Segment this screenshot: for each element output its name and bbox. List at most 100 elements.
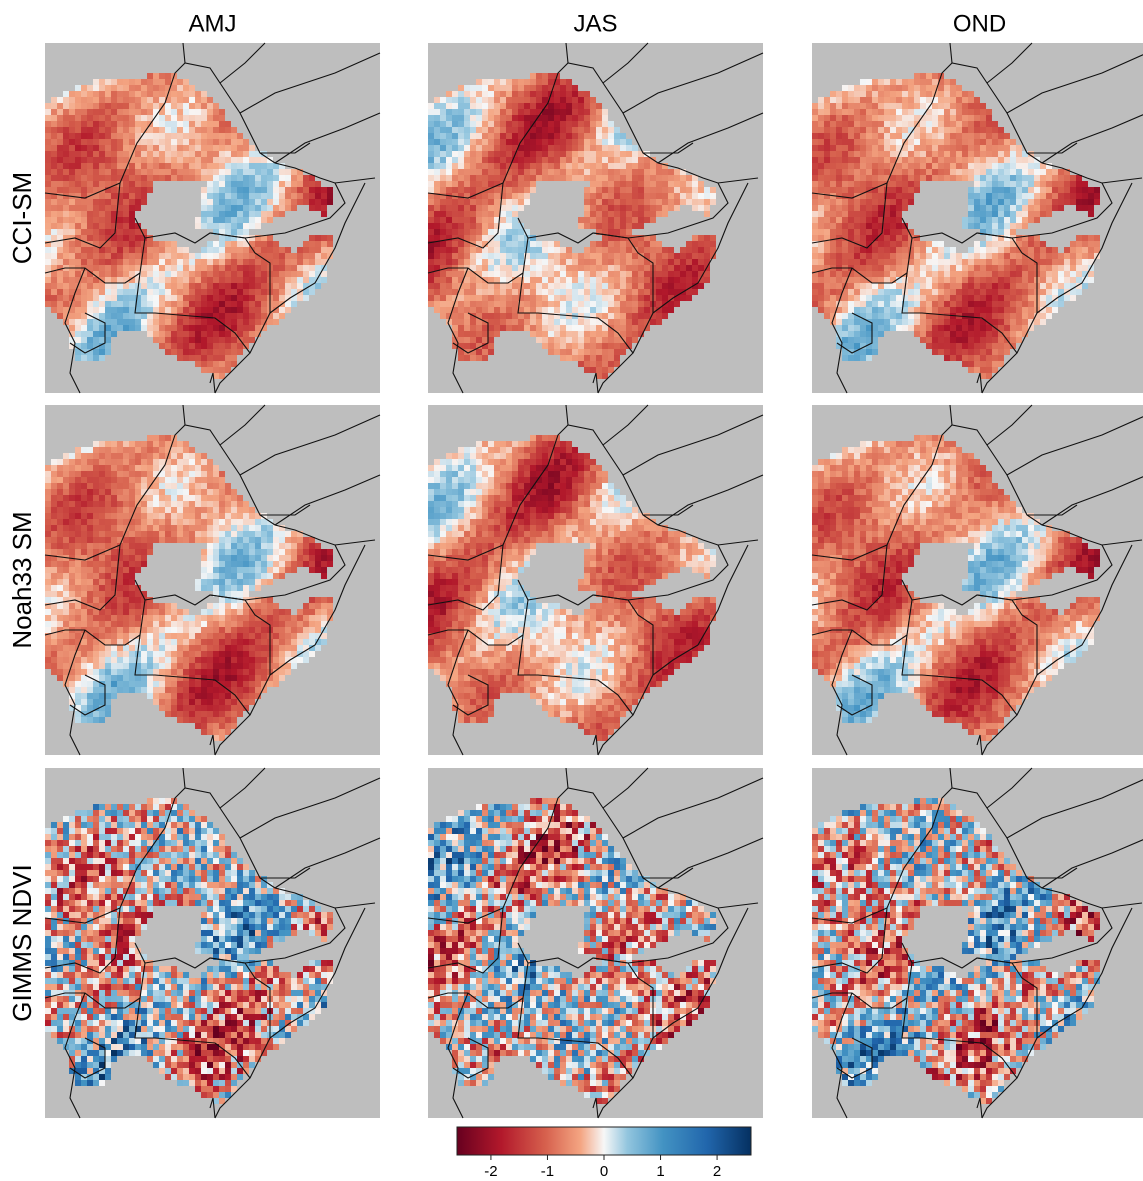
map-cell [632,295,638,301]
map-cell [560,85,566,91]
map-cell [261,163,267,169]
map-cell [986,235,992,241]
map-cell [482,301,488,307]
map-cell [153,79,159,85]
map-cell [542,259,548,265]
map-cell [99,253,105,259]
map-cell [986,361,992,367]
map-cell [524,151,530,157]
map-cell [500,163,506,169]
map-cell [147,115,153,121]
map-cell [99,139,105,145]
map-cell [818,175,824,181]
map-cell [231,187,237,193]
map-cell [932,127,938,133]
map-cell [968,253,974,259]
map-cell [189,139,195,145]
map-cell [884,211,890,217]
map-cell [1064,193,1070,199]
map-cell [57,169,63,175]
map-cell [1010,157,1016,163]
map-cell [506,109,512,115]
map-cell [890,199,896,205]
map-cell [1064,259,1070,265]
map-cell [614,319,620,325]
map-cell [111,277,117,283]
map-cell [698,193,704,199]
map-cell [195,103,201,109]
map-cell [177,145,183,151]
map-cell [710,241,716,247]
map-cell [548,277,554,283]
map-cell [243,247,249,253]
map-cell [117,115,123,121]
map-cell [872,181,878,187]
map-cell [920,307,926,313]
map-cell [938,337,944,343]
map-cell [620,139,626,145]
map-cell [536,277,542,283]
map-cell [279,175,285,181]
map-cell [93,325,99,331]
map-cell [974,103,980,109]
map-cell [177,447,183,453]
map-cell [488,307,494,313]
map-cell [590,103,596,109]
map-cell [177,307,183,313]
map-cell [704,277,710,283]
map-cell [488,85,494,91]
map-cell [117,441,123,447]
map-cell [848,163,854,169]
map-cell [602,181,608,187]
map-cell [860,307,866,313]
map-cell [470,97,476,103]
map-cell [440,217,446,223]
map-cell [303,193,309,199]
map-cell [111,79,117,85]
map-cell [75,307,81,313]
map-cell [854,187,860,193]
map-cell [1022,169,1028,175]
map-cell [986,253,992,259]
map-cell [542,247,548,253]
map-cell [848,355,854,361]
map-cell [141,313,147,319]
map-cell [866,337,872,343]
map-cell [129,163,135,169]
map-cell [878,127,884,133]
map-cell [584,355,590,361]
map-cell [255,187,261,193]
map-cell [476,235,482,241]
map-cell [590,121,596,127]
map-cell [524,307,530,313]
map-cell [171,331,177,337]
map-cell [980,361,986,367]
map-cell [890,271,896,277]
map-cell [111,447,117,453]
map-cell [812,145,818,151]
map-cell [674,193,680,199]
map-cell [926,319,932,325]
map-cell [962,175,968,181]
map-cell [470,229,476,235]
map-cell [488,217,494,223]
map-cell [608,277,614,283]
map-cell [884,103,890,109]
map-cell [674,283,680,289]
map-cell [860,229,866,235]
map-cell [243,205,249,211]
map-cell [470,199,476,205]
map-cell [51,169,57,175]
map-cell [1004,253,1010,259]
map-cell [1076,271,1082,277]
map-cell [872,217,878,223]
map-cell [165,253,171,259]
map-cell [824,307,830,313]
map-cell [602,235,608,241]
map-cell [1016,253,1022,259]
map-cell [207,343,213,349]
map-cell [536,133,542,139]
map-cell [638,259,644,265]
map-cell [836,205,842,211]
map-cell [938,349,944,355]
